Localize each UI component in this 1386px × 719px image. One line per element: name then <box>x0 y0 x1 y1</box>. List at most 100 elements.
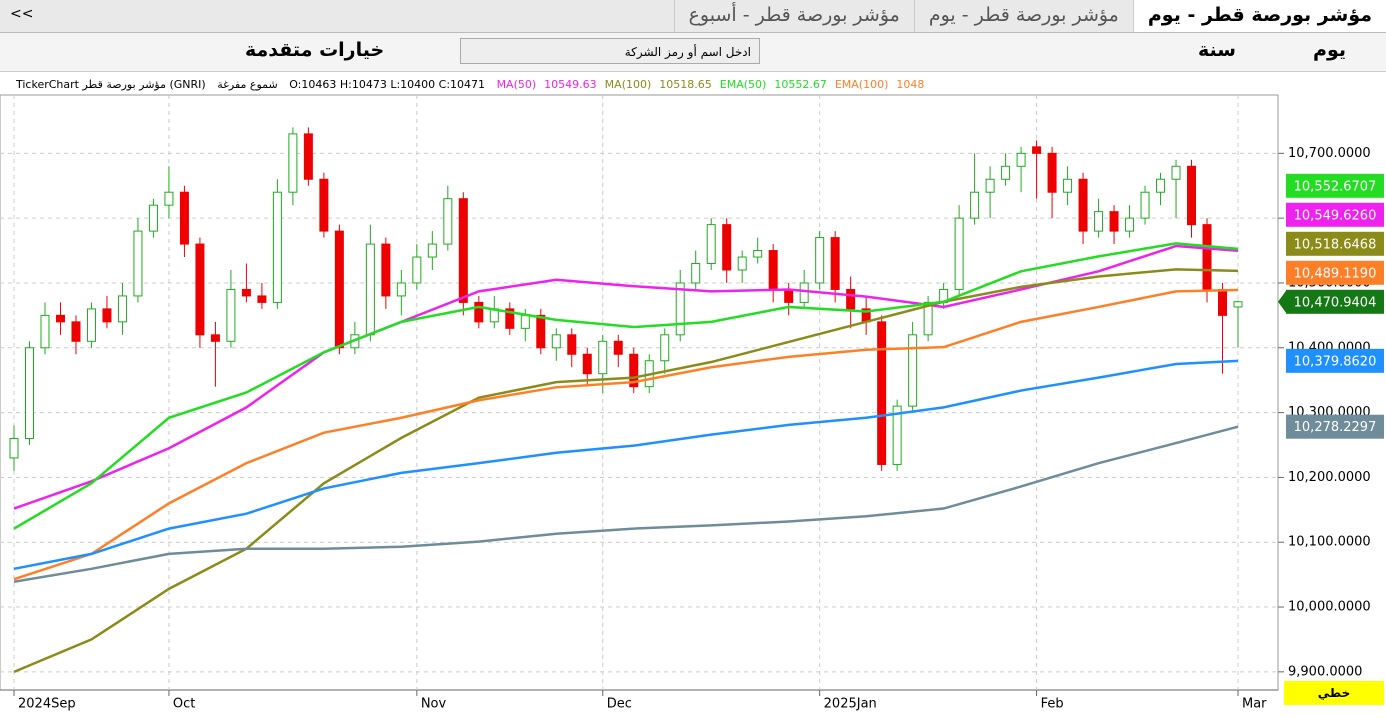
candle-body <box>536 314 546 349</box>
candle-body <box>427 243 437 258</box>
legend-name: MA(50) <box>496 78 537 91</box>
x-tick-label: Nov <box>421 697 447 712</box>
candle-body <box>567 334 577 355</box>
candle-body <box>799 282 809 303</box>
candle-body <box>55 314 65 323</box>
value-badge-label: 10,470.9404 <box>1294 295 1377 310</box>
candle-body <box>1109 211 1119 232</box>
legend-name: EMA(100) <box>834 78 889 91</box>
candle-body <box>737 256 747 271</box>
x-tick-label: Mar <box>1242 697 1267 712</box>
legend-legend-value: 10552.67 <box>774 78 827 91</box>
value-badge <box>1286 173 1384 198</box>
candle-body <box>1001 165 1011 180</box>
candle-body <box>148 204 158 232</box>
candle-body <box>272 191 282 303</box>
info-style: شموع مفرغة <box>217 78 278 91</box>
candle-body <box>86 308 96 342</box>
value-badge-label: 10,489.1190 <box>1294 266 1377 281</box>
candle-body <box>303 133 313 180</box>
year-button[interactable]: سنة <box>1198 39 1236 61</box>
y-tick-label: 10,000.0000 <box>1288 600 1371 615</box>
candle-body <box>815 237 825 284</box>
value-badge-label: 10,278.2297 <box>1294 420 1377 435</box>
plot-area <box>0 94 1279 691</box>
candle-body <box>458 198 468 303</box>
tab[interactable]: مؤشر بورصة قطر - يوم <box>1132 0 1386 32</box>
candle-body <box>954 217 964 290</box>
candle-body <box>1016 152 1026 167</box>
legend-legend-value: 1048 <box>896 78 925 91</box>
candle-body <box>396 282 406 297</box>
y-tick-label: 10,200.0000 <box>1288 470 1371 485</box>
tab[interactable]: مؤشر بورصة قطر - أسبوع <box>673 0 914 32</box>
candle-body <box>319 178 329 232</box>
candle-body <box>1187 165 1197 226</box>
search-box[interactable]: ادخل اسم أو رمز الشركة <box>460 38 760 64</box>
candle-body <box>179 191 189 245</box>
candle-body <box>412 256 422 284</box>
candle-body <box>722 224 732 271</box>
candle-body <box>474 301 484 323</box>
value-badge-label: 10,549.6260 <box>1294 208 1377 223</box>
value-badge <box>1286 348 1384 373</box>
candle-body <box>288 133 298 193</box>
candle-body <box>381 243 391 297</box>
candle-body <box>1156 178 1166 193</box>
candle-body <box>210 334 220 342</box>
candle-body <box>133 230 143 297</box>
tab[interactable]: مؤشر بورصة قطر - يوم <box>913 0 1133 32</box>
value-badge <box>1286 260 1384 285</box>
candle-body <box>1125 217 1135 232</box>
x-tick-label: 2024Sep <box>18 697 76 712</box>
value-badge <box>1286 289 1384 314</box>
candle-body <box>908 334 918 407</box>
candle-body <box>551 334 561 349</box>
candle-body <box>613 340 623 355</box>
value-badge-label: 10,518.6468 <box>1294 237 1377 252</box>
info-bar: TickerChart مؤشر بورصة قطر (GNRI) شموع م… <box>16 78 1196 94</box>
collapse-button[interactable]: << <box>10 6 34 22</box>
day-button[interactable]: يوم <box>1313 39 1346 61</box>
price-arrow <box>1278 290 1286 313</box>
value-badge <box>1286 414 1384 439</box>
candle-body <box>923 301 933 336</box>
candle-body <box>1218 288 1228 316</box>
candle-body <box>1094 211 1104 232</box>
candle-body <box>1171 165 1181 180</box>
candle-body <box>706 224 716 265</box>
candle-body <box>365 243 375 336</box>
candle-body <box>1063 178 1073 193</box>
y-tick-label: 10,100.0000 <box>1288 535 1371 550</box>
value-badge <box>1286 202 1384 227</box>
candle-body <box>970 191 980 219</box>
ma-line <box>13 359 1239 571</box>
candle-body <box>784 288 794 303</box>
candle-body <box>71 321 81 342</box>
candle-body <box>1032 146 1042 154</box>
candle-body <box>877 321 887 465</box>
advanced-options[interactable]: خيارات متقدمة <box>245 39 385 61</box>
ma-line <box>13 425 1239 583</box>
candle-body <box>443 198 453 245</box>
candle-body <box>629 353 639 388</box>
candle-body <box>675 282 685 336</box>
x-tick-label: Dec <box>607 697 632 712</box>
chart-mode[interactable]: خطي <box>1284 681 1384 705</box>
candle-body <box>9 438 19 459</box>
candle-body <box>117 295 127 323</box>
y-tick-label: 9,900.0000 <box>1288 664 1362 679</box>
ma-line <box>13 268 1239 674</box>
x-tick-label: Oct <box>173 697 195 712</box>
candle-body <box>195 243 205 336</box>
legend-name: EMA(50) <box>719 78 767 91</box>
candle-body <box>1233 301 1243 308</box>
info-title: TickerChart مؤشر بورصة قطر (GNRI) <box>16 78 206 91</box>
legend-legend-value: 10518.65 <box>659 78 712 91</box>
candle-body <box>164 191 174 206</box>
candle-body <box>1078 178 1088 232</box>
info-ohlc: O:10463 H:10473 L:10400 C:10471 <box>289 78 486 91</box>
x-tick-label: Feb <box>1041 697 1064 712</box>
candle-body <box>753 250 763 258</box>
